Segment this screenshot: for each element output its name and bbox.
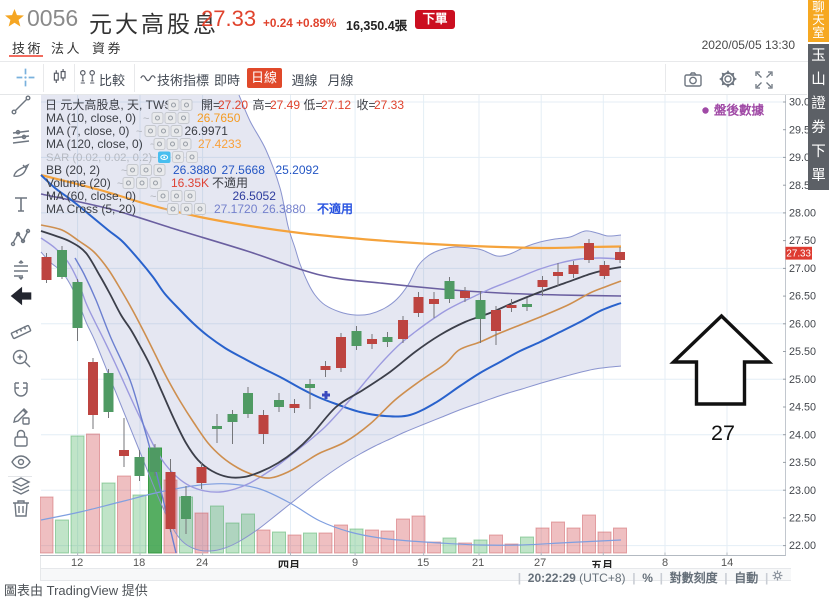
svg-text:26.3880: 26.3880 [262,202,306,216]
svg-text:26.7650: 26.7650 [197,111,241,125]
svg-text:27.49: 27.49 [270,98,300,112]
svg-text:25.50: 25.50 [789,346,816,358]
svg-text:27.1720: 27.1720 [214,202,258,216]
svg-text:~: ~ [150,139,156,151]
svg-text:23.00: 23.00 [789,485,816,497]
svg-text:26.3880: 26.3880 [173,163,217,177]
svg-text:MA Cross (5, 20): MA Cross (5, 20) [46,202,136,216]
svg-text:~: ~ [163,204,169,216]
svg-text:27.50: 27.50 [789,235,816,247]
svg-text:~: ~ [117,178,123,190]
svg-text:25.00: 25.00 [789,374,816,386]
svg-text:25.2092: 25.2092 [276,163,320,177]
svg-text:~: ~ [150,152,156,164]
svg-text:26.5052: 26.5052 [233,189,277,203]
svg-text:23.50: 23.50 [789,457,816,469]
svg-text:26.50: 26.50 [789,291,816,303]
svg-text:27: 27 [711,421,735,445]
svg-text:27.00: 27.00 [789,263,816,275]
svg-text:27.4233: 27.4233 [198,137,242,151]
svg-text:不適用: 不適用 [212,175,248,190]
svg-text:~: ~ [121,165,127,177]
svg-text:26.00: 26.00 [789,318,816,330]
svg-text:~: ~ [136,126,142,138]
svg-text:22.00: 22.00 [789,540,816,552]
svg-text:高=: 高= [253,97,272,112]
svg-text:27.33: 27.33 [374,98,404,112]
svg-text:收=: 收= [357,98,376,112]
svg-text:日 元大高股息, 天, TWS: 日 元大高股息, 天, TWS [45,97,172,112]
svg-text:27.12: 27.12 [321,98,351,112]
svg-text:27.20: 27.20 [218,98,248,112]
svg-text:不適用: 不適用 [317,201,353,216]
svg-text:Volume (20): Volume (20) [46,176,111,190]
svg-text:盤後數據: 盤後數據 [714,103,765,118]
svg-text:~: ~ [143,113,149,125]
svg-text:24.50: 24.50 [789,402,816,414]
svg-text:~: ~ [150,191,156,203]
svg-text:16.35K: 16.35K [171,176,209,190]
svg-text:BB (20, 2): BB (20, 2) [46,163,100,177]
svg-text:低=: 低= [304,98,323,112]
svg-text:開=: 開= [201,98,220,112]
svg-text:26.9971: 26.9971 [185,124,229,138]
svg-text:MA (10, close, 0): MA (10, close, 0) [46,111,136,125]
svg-text:MA (60, close, 0): MA (60, close, 0) [46,189,136,203]
svg-text:28.00: 28.00 [789,208,816,220]
svg-text:27.33: 27.33 [786,248,811,259]
svg-text:MA (120, close, 0): MA (120, close, 0) [46,137,143,151]
svg-text:27.5668: 27.5668 [222,163,266,177]
svg-text:~: ~ [160,100,166,112]
svg-text:SAR (0.02, 0.02, 0.2): SAR (0.02, 0.02, 0.2) [46,152,152,164]
svg-text:MA (7, close, 0): MA (7, close, 0) [46,124,129,138]
svg-text:24.00: 24.00 [789,429,816,441]
svg-text:22.50: 22.50 [789,513,816,525]
